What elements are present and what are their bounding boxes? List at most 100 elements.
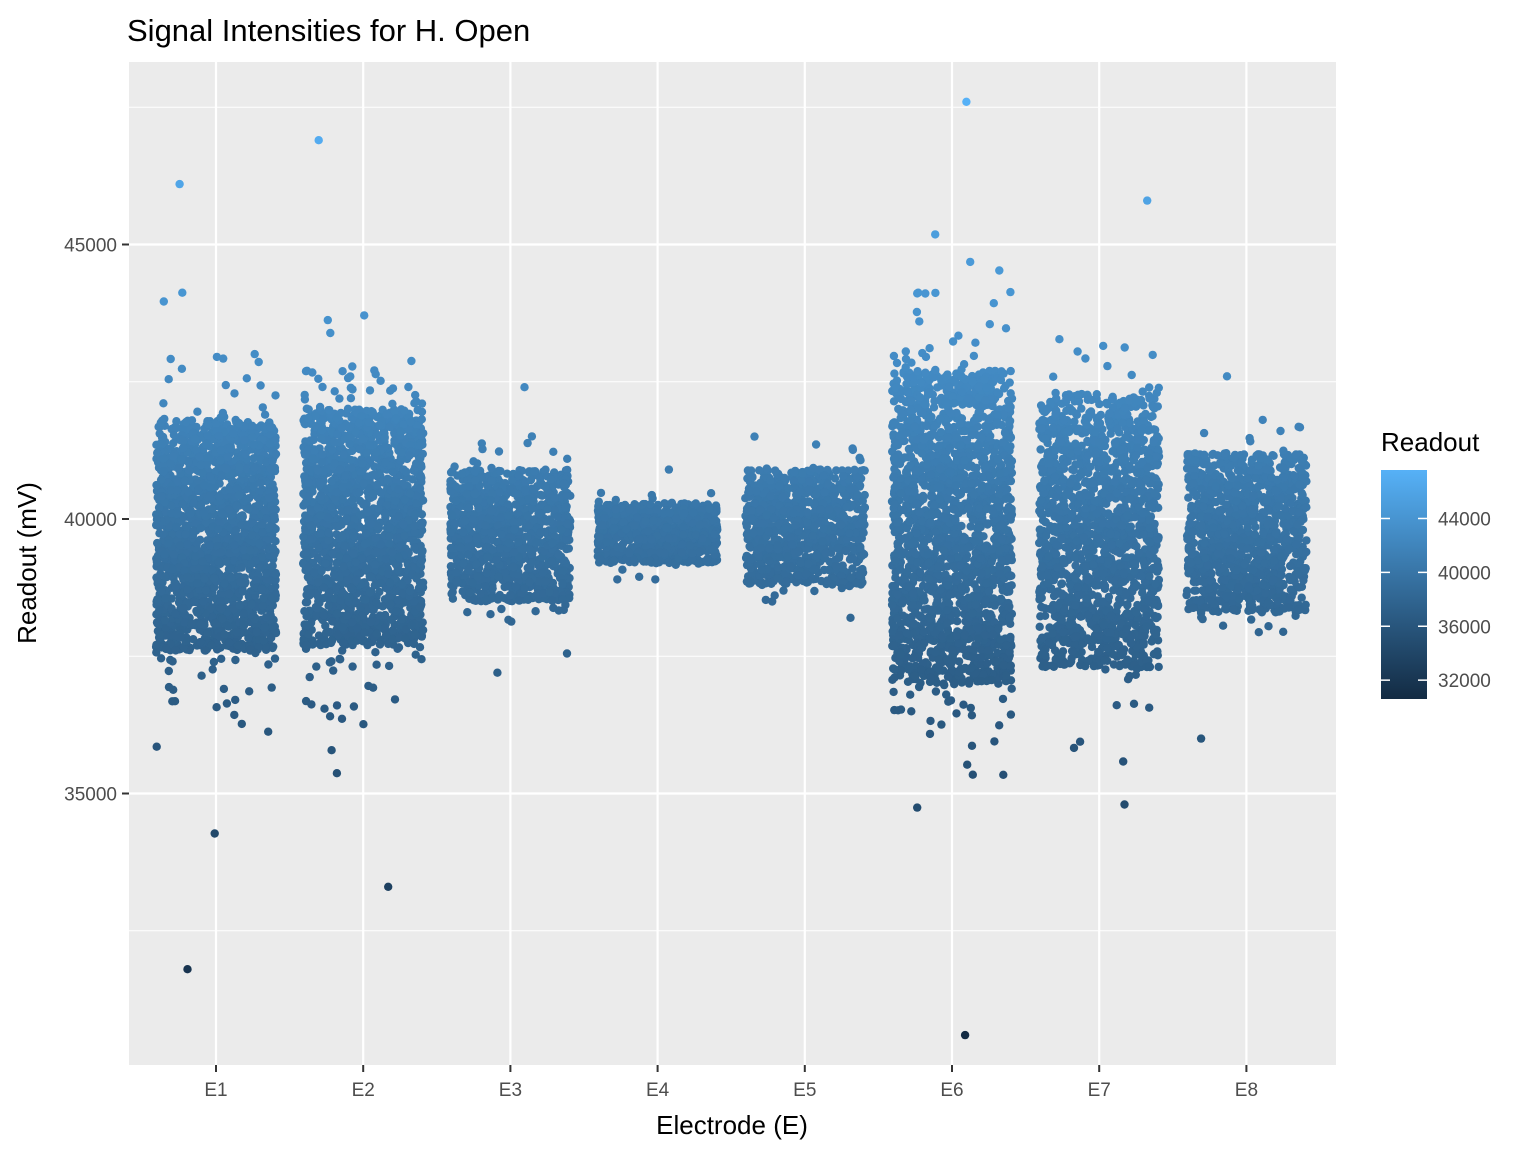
data-point [348,362,357,371]
data-point [258,601,267,611]
data-point [417,407,427,416]
data-point [470,476,480,485]
data-point [559,479,569,488]
data-point [476,589,485,598]
data-point [464,503,474,512]
data-point [488,584,497,593]
data-point [221,380,230,390]
data-point [527,432,537,441]
data-point [268,643,277,653]
data-point [523,532,532,541]
data-point [418,449,427,459]
data-point [256,381,265,390]
data-point [548,596,557,605]
data-point [529,485,539,494]
data-point [308,368,317,377]
data-point [222,557,231,566]
data-point [196,460,206,470]
data-point [207,504,217,514]
data-point [175,633,184,642]
data-point [203,431,213,440]
data-point [320,704,329,713]
data-point [349,702,359,711]
data-point [504,582,513,591]
data-point [383,475,392,485]
data-point [332,413,341,422]
data-point [236,512,245,521]
data-point [232,501,241,511]
data-point [338,367,347,376]
data-point [324,528,333,538]
data-point [241,449,250,459]
data-point [509,548,519,557]
data-point [332,487,341,497]
data-point [164,539,173,548]
data-point [406,489,415,498]
data-point [206,472,215,481]
data-point [446,487,455,496]
data-point [222,699,232,708]
data-point [407,356,416,366]
data-point [480,582,490,591]
data-point [346,372,355,381]
data-point [220,630,229,639]
data-point [520,383,529,392]
data-point [159,454,168,463]
data-point [267,683,276,692]
data-point [337,423,347,433]
data-point [417,555,427,565]
data-point [531,607,540,616]
data-point [260,623,269,632]
data-point [327,445,337,454]
data-point [450,462,459,471]
data-point [314,543,323,552]
data-point [321,559,330,568]
data-point [447,511,457,520]
data-point [270,654,280,663]
data-point [258,403,267,412]
data-point [312,662,321,671]
data-point [239,545,249,555]
data-point [349,532,358,541]
data-point [307,700,316,709]
data-point [338,623,347,632]
data-point [382,410,391,419]
data-point [412,499,421,508]
data-point [169,439,178,448]
data-point [372,548,381,557]
data-point [210,574,219,583]
data-point [261,613,271,622]
data-point [159,467,168,476]
data-point [217,604,226,613]
data-point [468,514,477,524]
data-point [347,618,357,627]
data-point [531,538,541,547]
data-point [371,648,380,657]
data-point [251,576,261,585]
data-point [406,417,415,427]
data-point [504,511,513,520]
data-point [397,448,406,457]
data-point [254,357,263,367]
data-point [152,742,161,751]
data-point [184,487,193,497]
data-point [223,452,232,461]
data-point [249,440,259,449]
data-point [196,524,205,533]
data-point [190,597,199,606]
data-point [557,525,566,534]
data-point [183,540,192,549]
data-point [231,526,241,535]
data-point [511,500,520,509]
data-point [451,568,460,577]
data-point [203,629,212,638]
data-point [331,582,341,591]
data-point [178,499,187,509]
data-point [397,615,406,624]
data-point [480,521,490,530]
data-point [563,454,572,463]
data-point [315,402,325,412]
data-point [316,478,325,487]
data-point [547,556,556,566]
data-point [153,538,162,548]
